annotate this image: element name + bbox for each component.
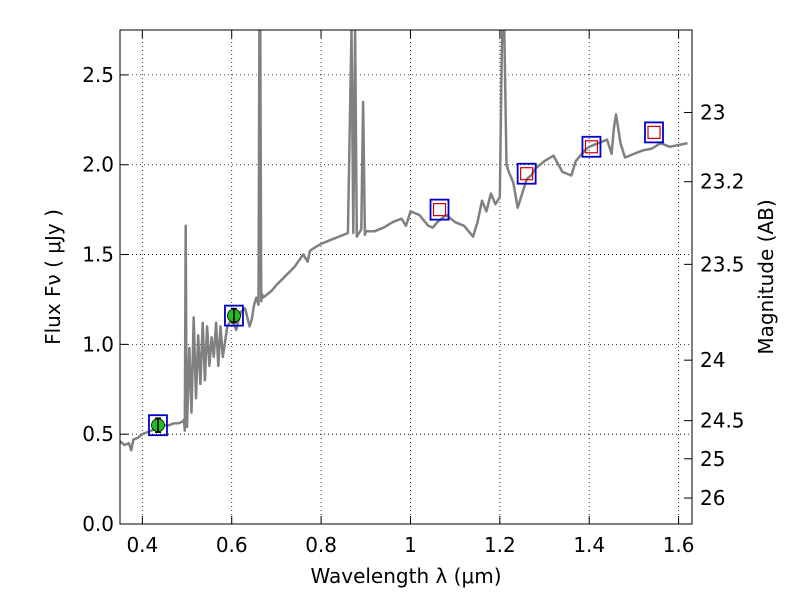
y-tick-label: 2.0: [82, 153, 114, 177]
y2-tick-label: 25: [700, 447, 725, 471]
x-tick-label: 1: [404, 533, 417, 557]
y2-tick-label: 24: [700, 348, 725, 372]
y2-tick-label: 23.2: [700, 170, 745, 194]
x-tick-label: 0.6: [216, 533, 248, 557]
model-square: [432, 203, 447, 217]
y-tick-label: 1.0: [82, 332, 114, 356]
photometry-box: [224, 304, 244, 327]
x-tick-label: 0.4: [126, 533, 158, 557]
spectrum-line: [120, 30, 688, 452]
model-square: [584, 140, 599, 154]
plot-frame: [119, 29, 693, 525]
model-square: [647, 125, 661, 139]
x-tick-label: 1.6: [663, 533, 695, 557]
photometry-box: [581, 135, 602, 158]
y2-axis-label: Magnitude (AB): [754, 199, 778, 354]
photometry-box: [516, 162, 537, 185]
y-tick-label: 2.5: [82, 63, 114, 87]
x-tick-label: 0.8: [305, 533, 337, 557]
y-tick-label: 0.5: [82, 422, 114, 446]
photometry-box: [429, 198, 450, 221]
photometry-box: [148, 414, 168, 437]
x-tick-label: 1.4: [573, 533, 605, 557]
axis-ticks: 0.4 0.6 0.8 1 1.2 1.4 1.6 0.0 0.5 1.0 1.5 2.0 2.5 23 2…: [82, 30, 745, 557]
y-axis-label: Flux Fν ( μJy ): [41, 209, 65, 345]
x-tick-label: 1.2: [484, 533, 516, 557]
y2-tick-label: 23.5: [700, 252, 745, 276]
photometry-box: [644, 121, 664, 144]
y2-tick-label: 24.5: [700, 409, 745, 433]
model-square: [520, 167, 534, 181]
y-tick-label: 1.5: [82, 243, 114, 267]
y-tick-label: 0.0: [82, 512, 114, 536]
y2-tick-label: 23: [700, 100, 725, 124]
x-axis-label: Wavelength λ (μm): [310, 564, 501, 588]
y2-tick-label: 26: [700, 486, 725, 510]
plot-area: [120, 30, 688, 452]
